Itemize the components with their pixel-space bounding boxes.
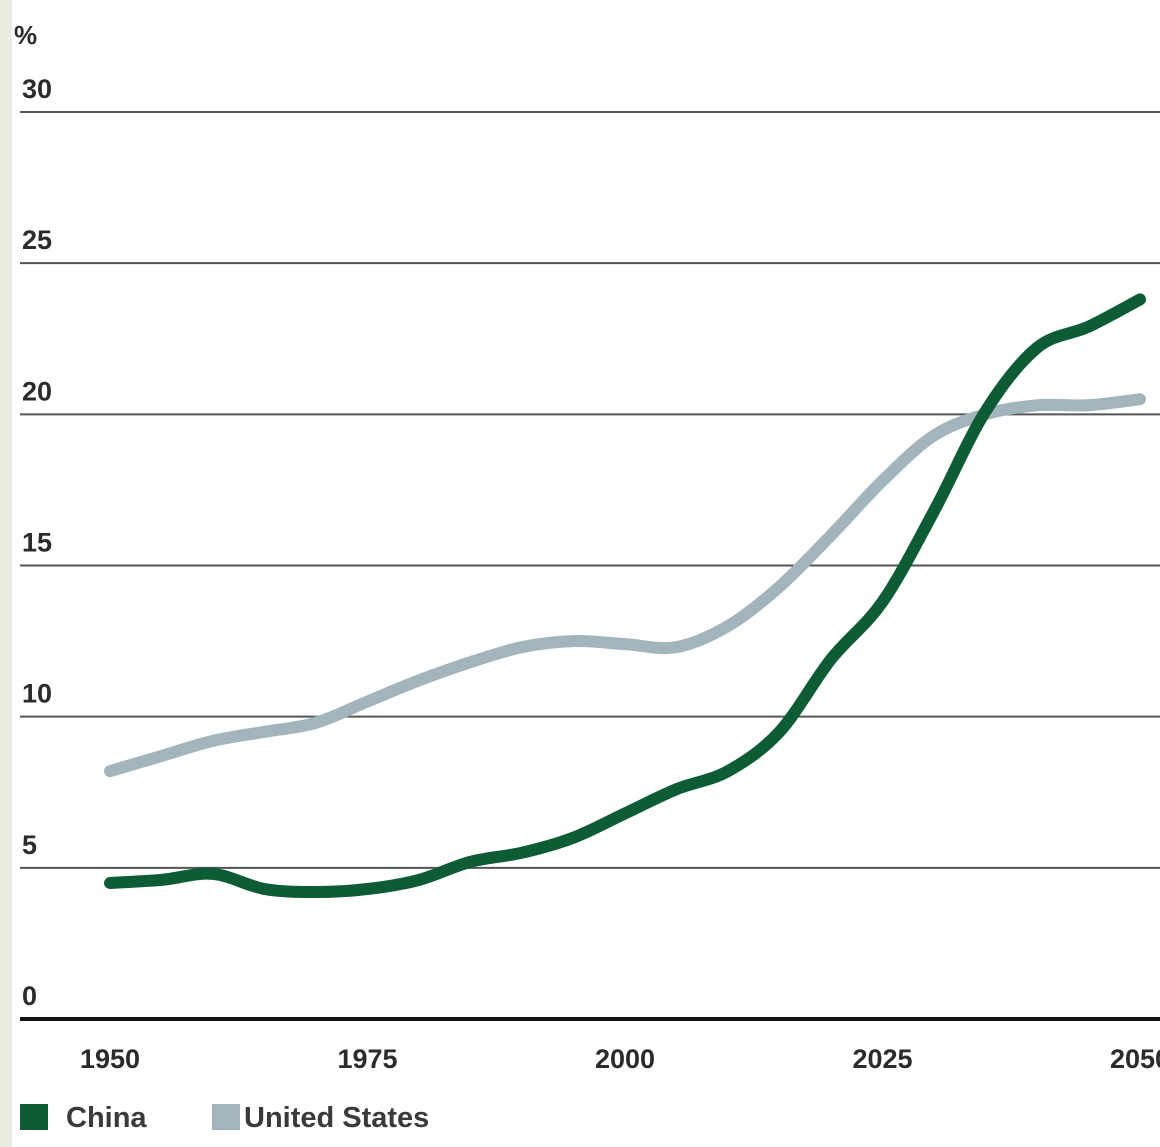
- x-tick-label: 1950: [80, 1044, 140, 1074]
- y-tick-label: 20: [22, 376, 52, 406]
- legend: China United States: [20, 1102, 429, 1134]
- y-tick-label: 30: [22, 74, 52, 104]
- y-tick-label: 10: [22, 679, 52, 709]
- x-tick-label: 2025: [852, 1044, 912, 1074]
- series-lines: [104, 293, 1146, 898]
- x-tick-label: 1975: [337, 1044, 397, 1074]
- gridlines: [20, 111, 1160, 1021]
- series-line-united-states: [104, 393, 1146, 778]
- y-tick-label: 5: [22, 830, 37, 860]
- y-tick-label: 0: [22, 981, 37, 1011]
- legend-swatch: [20, 1104, 48, 1130]
- y-tick-labels: 0 5 10 15 20 25 30: [22, 74, 52, 1011]
- y-axis-unit-label: %: [14, 20, 37, 50]
- y-tick-label: 25: [22, 225, 52, 255]
- x-tick-label: 2050: [1110, 1044, 1160, 1074]
- legend-swatch: [212, 1104, 240, 1130]
- y-tick-label: 15: [22, 528, 52, 558]
- series-line-china: [104, 293, 1146, 898]
- x-tick-labels: 1950 1975 2000 2025 2050: [80, 1044, 1160, 1074]
- legend-label: United States: [244, 1102, 429, 1134]
- legend-label: China: [66, 1102, 147, 1134]
- x-tick-label: 2000: [595, 1044, 655, 1074]
